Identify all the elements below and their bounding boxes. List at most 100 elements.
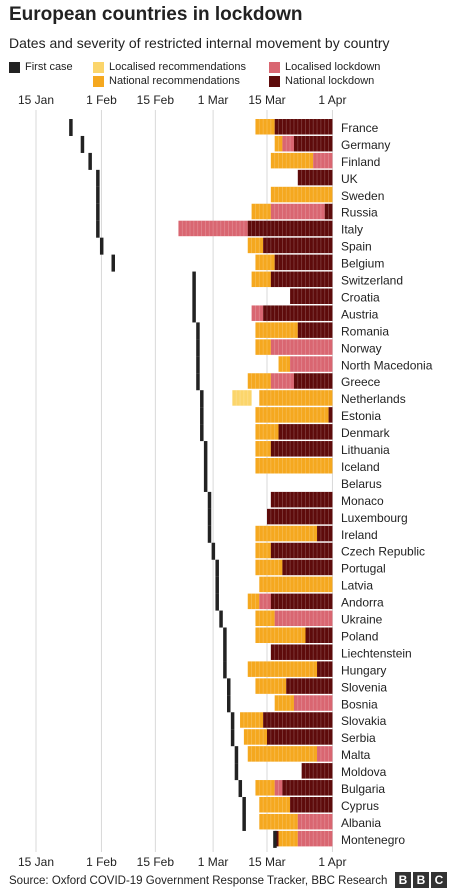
country-label: Belgium [341, 257, 384, 271]
first-case-marker [96, 220, 100, 238]
first-case-marker [227, 678, 231, 696]
legend-nat-lock: National lockdown [269, 75, 374, 87]
status-bar-segment [255, 407, 329, 423]
legend-swatch-loc-lock [269, 61, 280, 73]
first-case-marker [215, 576, 219, 594]
country-label: Austria [341, 307, 379, 321]
status-bar-segment [247, 237, 264, 254]
status-bar-segment [270, 339, 333, 355]
status-bar-segment [247, 746, 318, 762]
legend-label-nat-lock: National lockdown [285, 75, 375, 87]
status-bar-segment [270, 644, 333, 660]
legend-swatch-first-case [9, 61, 20, 73]
x-tick-label-bottom: 1 Feb [86, 855, 117, 869]
status-bar-segment [259, 576, 333, 593]
first-case-marker [242, 797, 246, 814]
legend-swatch-loc-rec [93, 61, 104, 73]
first-case-marker [223, 644, 227, 662]
first-case-marker [196, 322, 200, 340]
country-label: UK [341, 172, 358, 186]
country-label: Russia [341, 206, 378, 220]
x-tick-label-top: 1 Mar [198, 93, 229, 107]
status-bar-segment [247, 661, 318, 677]
status-bar-segment [274, 135, 283, 152]
country-label: Ireland [341, 528, 378, 542]
country-label: Andorra [341, 596, 384, 610]
status-bar-segment [267, 508, 333, 525]
chart-title: European countries in lockdown [9, 4, 303, 25]
status-bar-segment [270, 542, 333, 559]
country-label: Poland [341, 629, 378, 643]
status-bar-segment [282, 559, 333, 576]
first-case-marker [99, 237, 104, 255]
country-label: Slovakia [341, 714, 387, 728]
status-bar-segment [263, 712, 333, 728]
country-label: Cyprus [341, 799, 379, 813]
legend-loc-rec: Localised recommendations [93, 61, 246, 73]
lockdown-timeline-chart: 15 Jan 15 Jan 1 Feb 1 Feb 15 Feb 15 Feb 1 Mar 1… [18, 93, 433, 869]
first-case-marker [227, 695, 231, 713]
country-label: North Macedonia [341, 358, 433, 372]
status-bar-segment [278, 830, 298, 847]
status-bar-segment [255, 610, 275, 627]
first-case-marker [223, 627, 227, 645]
legend-label-nat-rec: National recommendations [109, 75, 240, 87]
status-bar-segment [232, 390, 252, 406]
status-bar-segment [286, 678, 333, 694]
status-bar-segment [259, 813, 298, 830]
first-case-marker [111, 254, 115, 272]
first-case-marker [230, 712, 235, 730]
x-tick-label-bottom: 15 Jan [18, 855, 54, 869]
status-bar-segment [270, 203, 325, 220]
status-bar-segment [255, 458, 333, 474]
status-bar-segment [270, 152, 314, 169]
status-bar-segment [255, 525, 318, 542]
first-case-marker [69, 119, 73, 136]
x-tick-label-top: 15 Feb [137, 93, 175, 107]
first-case-marker [207, 508, 212, 526]
legend-label-first-case: First case [25, 61, 73, 73]
country-label: Serbia [341, 731, 376, 745]
chart-subtitle: Dates and severity of restricted interna… [9, 35, 390, 51]
status-bar-segment [290, 356, 333, 372]
first-case-marker [234, 763, 239, 781]
status-bar-segment [251, 203, 271, 220]
status-bar-segment [247, 220, 333, 237]
x-tick-label-bottom: 1 Mar [198, 855, 229, 869]
status-bar-segment [290, 288, 333, 304]
source-note: Source: Oxford COVID-19 Government Respo… [9, 875, 388, 887]
status-bar-segment [328, 407, 333, 423]
country-label: Spain [341, 240, 372, 254]
first-case-marker [219, 610, 223, 628]
status-bar-segment [251, 271, 271, 288]
status-bar-segment [247, 593, 260, 610]
status-bar-segment [274, 610, 333, 627]
first-case-marker [200, 390, 204, 408]
legend-label-loc-lock: Localised lockdown [285, 61, 381, 73]
status-bar-segment [255, 678, 287, 694]
status-bar-segment [274, 254, 333, 271]
status-bar-segment [267, 729, 333, 745]
country-label: Czech Republic [341, 545, 425, 559]
country-label: Finland [341, 155, 380, 169]
first-case-marker [96, 186, 100, 204]
first-case-marker [192, 271, 196, 289]
legend-label-loc-rec: Localised recommendations [109, 61, 246, 73]
country-label: Croatia [341, 290, 380, 304]
status-bar-segment [293, 135, 333, 152]
x-tick-label-bottom: 15 Feb [137, 855, 175, 869]
status-bar-segment [255, 119, 275, 135]
status-bar-segment [313, 152, 333, 169]
status-bar-segment [317, 661, 333, 677]
country-label: Germany [341, 138, 390, 152]
country-label: Italy [341, 223, 363, 237]
status-bar-segment [263, 237, 333, 254]
legend-swatch-nat-lock [269, 75, 280, 87]
first-case-marker [200, 407, 204, 425]
status-bar-segment [293, 695, 333, 711]
status-bar-segment [274, 119, 333, 135]
first-case-marker [203, 441, 208, 459]
status-bar-segment [270, 271, 333, 288]
status-bar-segment [282, 135, 294, 152]
country-label: Moldova [341, 765, 387, 779]
